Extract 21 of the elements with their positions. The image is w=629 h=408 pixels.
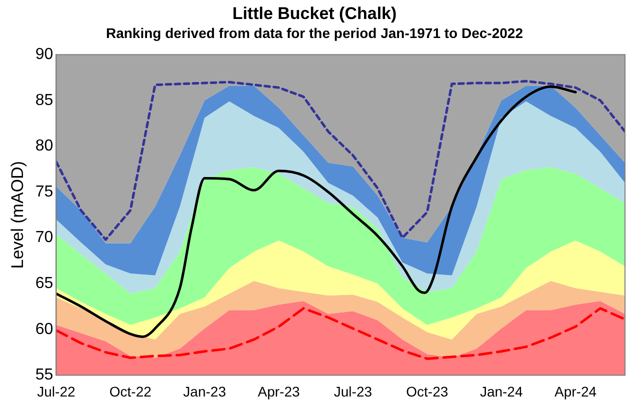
x-tick-label: Oct-22 (109, 383, 152, 400)
chart-title: Little Bucket (Chalk) (231, 4, 398, 24)
line-series (56, 85, 577, 338)
y-tick-label: 80 (35, 138, 54, 155)
y-tick-label: 75 (35, 183, 54, 200)
chart-subtitle: Ranking derived from data for the period Jan-1971 to Dec-2022 (104, 24, 524, 42)
y-tick-label: 60 (35, 320, 54, 338)
y-tick-label: 55 (35, 366, 54, 384)
y-tick-label: 85 (35, 92, 54, 109)
y-tick-label: 70 (35, 229, 54, 246)
y-tick-label: 65 (35, 275, 54, 292)
y-axis-title: Level (mAOD) (8, 161, 27, 269)
x-tick-label: Apr-23 (258, 383, 300, 400)
line-series (56, 307, 625, 360)
x-tick-label: Apr-24 (554, 383, 597, 400)
x-tick-label: Jul-23 (334, 383, 372, 400)
x-tick-label: Oct-23 (406, 383, 448, 400)
x-tick-label: Jan-23 (183, 383, 226, 400)
x-tick-label: Jan-24 (480, 383, 523, 400)
x-tick-label: Jul-22 (37, 383, 76, 400)
y-tick-label: 90 (35, 46, 54, 64)
